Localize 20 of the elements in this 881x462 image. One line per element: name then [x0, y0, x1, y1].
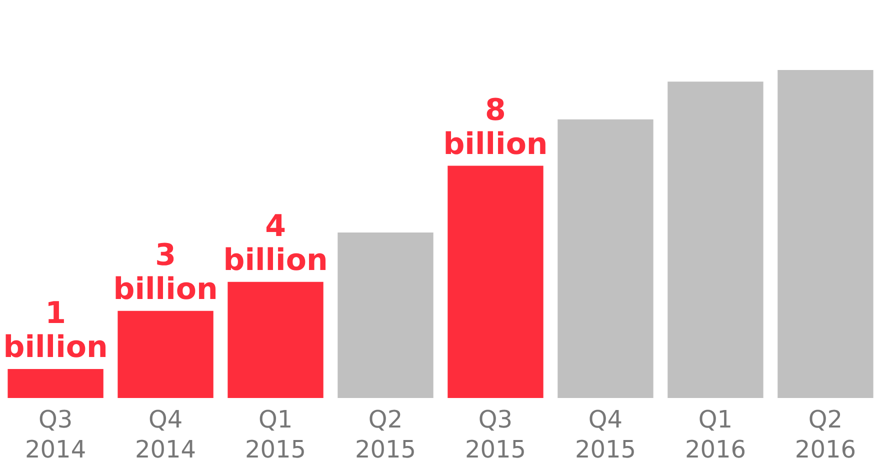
bar: [558, 119, 654, 398]
data-label: 8 billion: [443, 92, 548, 162]
bar: [668, 82, 764, 398]
x-tick-label: Q4 2015: [574, 406, 636, 462]
data-label: 4 billion: [223, 208, 328, 278]
x-tick-label: Q2 2015: [354, 406, 416, 462]
x-tick-label: Q3 2015: [464, 406, 526, 462]
data-label: 3 billion: [113, 238, 218, 307]
x-tick-label: Q1 2016: [684, 406, 746, 462]
data-label: 1 billion: [3, 296, 108, 365]
x-tick-label: Q3 2014: [25, 406, 86, 462]
bar: [338, 232, 434, 398]
bar: [228, 282, 324, 398]
bar: [8, 368, 104, 398]
x-tick-label: Q2 2016: [794, 406, 856, 462]
x-tick-label: Q1 2015: [244, 406, 306, 462]
bar: [448, 166, 544, 398]
bar: [118, 310, 214, 398]
bar: [778, 70, 874, 398]
x-tick-label: Q4 2014: [134, 406, 196, 462]
